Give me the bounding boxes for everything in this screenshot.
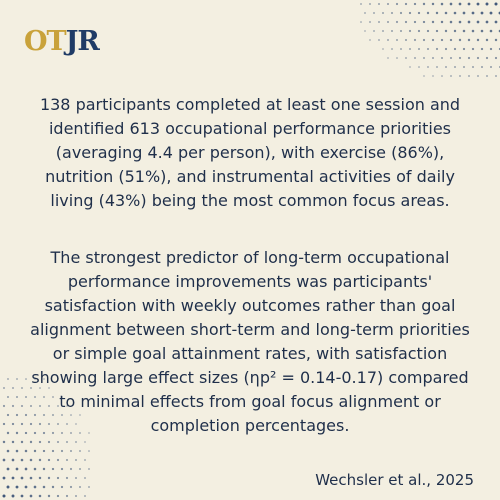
citation: Wechsler et al., 2025: [315, 471, 474, 489]
otjr-logo: OT JR: [24, 24, 100, 58]
summary-paragraph-predictor: The strongest predictor of long-term occ…: [30, 248, 470, 435]
summary-paragraph-results: 138 participants completed at least one …: [39, 95, 461, 210]
logo-text-jr: JR: [65, 25, 100, 57]
dot-pattern-top-right: [360, 2, 500, 77]
dot-pattern-bottom-left: [2, 378, 90, 498]
logo-text-ot: OT: [24, 25, 67, 57]
